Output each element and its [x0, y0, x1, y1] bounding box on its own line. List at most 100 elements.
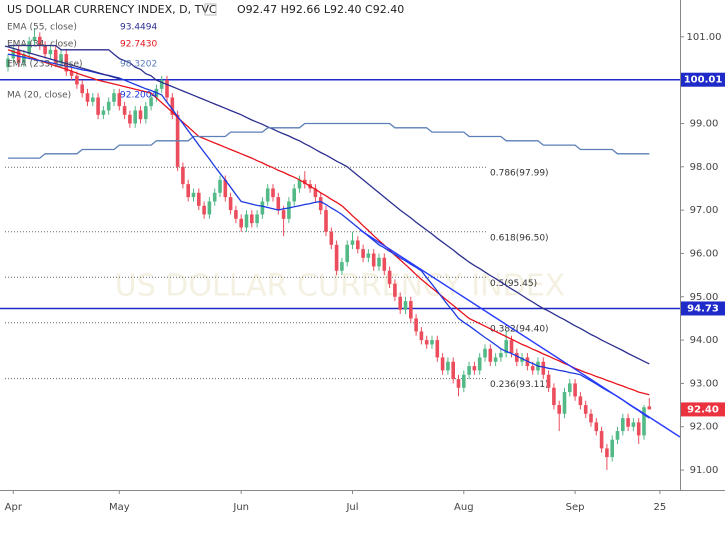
candle-body	[191, 192, 196, 198]
price-label-bg	[681, 72, 725, 87]
candle-body	[69, 71, 74, 76]
candle-body	[626, 418, 630, 427]
trend-line	[359, 229, 681, 438]
legend-name: EMA (233, close)	[7, 60, 83, 70]
candle-body	[324, 210, 328, 232]
candle-body	[75, 75, 79, 85]
candle-body	[297, 179, 302, 189]
candle-body	[435, 340, 440, 358]
candle-body	[583, 405, 588, 414]
x-tick-label: May	[109, 502, 130, 513]
candle-body	[483, 348, 487, 358]
fib-label: 0.382(94.40)	[490, 324, 549, 334]
candle-body	[621, 418, 625, 432]
y-tick-label: 91.00	[690, 465, 719, 476]
candle-body	[138, 110, 143, 120]
candle-body	[48, 49, 53, 55]
indicator-line	[8, 122, 650, 159]
candle-body	[207, 201, 212, 215]
candle-body	[409, 301, 413, 319]
y-tick-label: 96.00	[690, 248, 719, 259]
y-tick-label: 101.00	[687, 32, 722, 43]
candle-body	[186, 184, 190, 198]
fib-label: 0.786(97.99)	[490, 169, 549, 179]
candle-body	[456, 379, 461, 388]
legend-name: EMA (34, close)	[7, 40, 77, 50]
ohlc-header: O92.47 H92.66 L92.40 C92.40	[237, 3, 404, 16]
axis-group: 91.00 92.00 93.00 94.00 95.00 96.00 97.00 98.00…	[5, 32, 725, 513]
candle-body	[472, 366, 477, 371]
candle-body	[504, 340, 508, 354]
candle-body	[414, 318, 418, 332]
candle-body	[419, 331, 424, 341]
price-label-bg	[681, 301, 725, 316]
candle-body	[398, 296, 402, 310]
fib-label: 0.236(93.11)	[490, 380, 549, 390]
candle-body	[276, 197, 281, 211]
candle-body	[181, 166, 185, 185]
candle-body	[462, 374, 466, 388]
candle-body	[239, 218, 243, 228]
x-tick-label: 25	[654, 502, 667, 513]
candle-body	[165, 80, 169, 98]
legend: US DOLLAR CURRENCY INDEX, D, TVC O92.47 …	[0, 0, 430, 101]
y-tick-label: 98.00	[690, 162, 719, 173]
candle-body	[345, 244, 349, 263]
candle-body	[615, 431, 620, 440]
candle-body	[106, 101, 111, 111]
candle-body	[234, 210, 238, 219]
watermark-group: US DOLLAR CURRENCY INDEX	[115, 269, 565, 304]
y-tick-label: 93.00	[690, 378, 719, 389]
y-tick-label: 94.00	[690, 335, 719, 346]
candle-body	[128, 114, 132, 124]
candle-body	[530, 366, 535, 371]
candle-body	[53, 49, 58, 63]
candle-body	[250, 214, 254, 224]
candle-body	[562, 392, 567, 414]
candle-body	[451, 361, 455, 380]
x-tick-label: Apr	[5, 502, 23, 513]
candle-body	[440, 357, 445, 371]
candle-body	[371, 253, 376, 267]
candle-body	[493, 357, 498, 362]
candle-body	[594, 422, 599, 432]
candle-body	[159, 80, 164, 89]
price-label: 100.01	[684, 75, 723, 86]
candle-body	[27, 41, 31, 55]
candle-body	[546, 374, 551, 388]
candle-body	[212, 192, 217, 202]
candle-body	[112, 93, 116, 102]
candle-body	[149, 97, 153, 107]
candle-body	[292, 188, 296, 202]
candle-body	[43, 45, 47, 55]
candle-body	[467, 366, 471, 375]
candle-body	[499, 353, 503, 358]
indicator-line	[7, 49, 650, 396]
candle-body	[59, 54, 63, 63]
candle-body	[541, 361, 546, 375]
candle-body	[361, 249, 365, 258]
legend-value: 92.2004	[120, 91, 157, 101]
y-tick-label: 97.00	[690, 205, 719, 216]
y-tick-label: 99.00	[690, 118, 719, 129]
candle-body	[340, 262, 344, 271]
candle-body	[197, 192, 201, 206]
candle-body	[287, 201, 291, 219]
candle-body	[424, 340, 429, 345]
candle-body	[589, 413, 593, 423]
candle-body	[96, 97, 100, 115]
icon	[204, 3, 217, 16]
candle-body	[393, 283, 397, 297]
candle-body	[144, 106, 148, 120]
fib-label: 0.618(96.50)	[490, 233, 549, 243]
legend-value: 93.4494	[120, 23, 157, 33]
candle-body	[228, 197, 233, 211]
candle-body	[509, 340, 514, 354]
chart-title: US DOLLAR CURRENCY INDEX, D, TVC	[7, 3, 217, 16]
candle-body	[334, 244, 339, 271]
x-tick-label: Aug	[454, 502, 474, 513]
candle-body	[578, 396, 583, 406]
